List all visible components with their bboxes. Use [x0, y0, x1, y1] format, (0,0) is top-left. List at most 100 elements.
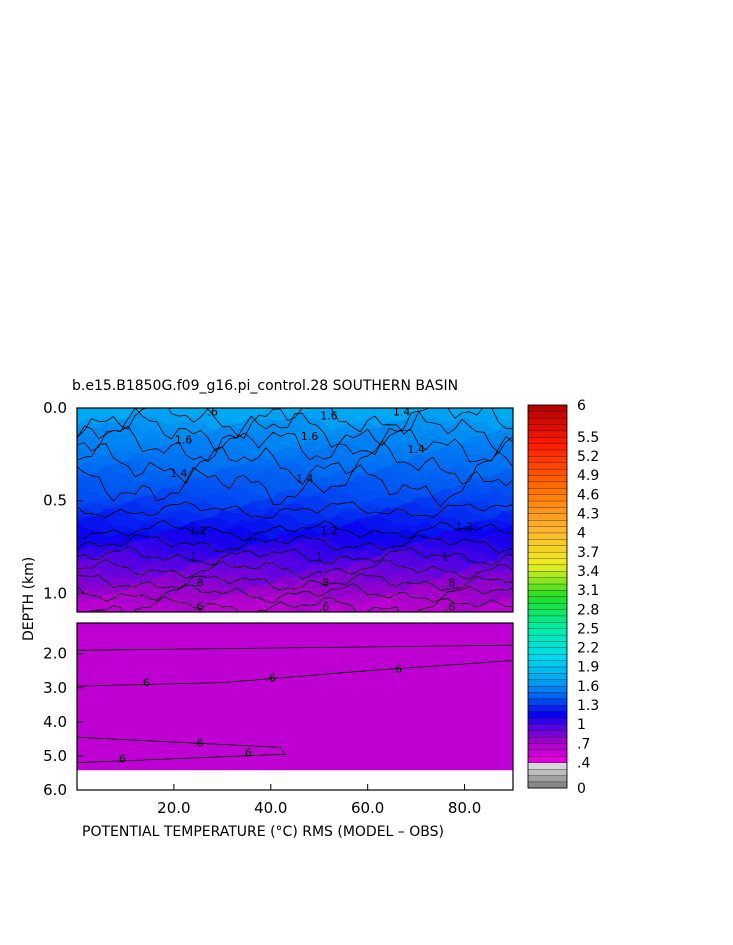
upper-band: [77, 408, 513, 432]
colorbar-swatch: [527, 411, 568, 419]
panel-frames: [76, 407, 514, 791]
colorbar-swatch: [527, 455, 568, 463]
upper-band: [77, 432, 513, 458]
colorbar-swatch: [527, 545, 568, 553]
x-tick-label: 60.0: [351, 799, 384, 817]
colorbar-swatch: [527, 526, 568, 534]
colorbar-swatch: [527, 564, 568, 572]
y-axis-title: DEPTH (km): [21, 557, 37, 641]
upper-band: [77, 411, 513, 438]
contour-line: [77, 546, 513, 566]
colorbar-swatch: [527, 423, 568, 431]
colorbar-swatch: [527, 609, 568, 617]
colorbar-swatch: [527, 589, 568, 597]
upper-band: [77, 520, 513, 547]
contour-line: [90, 596, 513, 612]
colorbar-swatch: [527, 468, 568, 476]
contour-label: 1.2: [189, 524, 207, 537]
colorbar-label: 1.3: [577, 698, 599, 714]
contour-label: 1.2: [456, 521, 474, 534]
colorbar-swatch: [527, 711, 568, 719]
colorbar-label: 5.5: [577, 430, 599, 446]
colorbar-swatch: [527, 481, 568, 489]
upper-band: [77, 570, 513, 596]
colorbar-swatch: [527, 494, 568, 502]
colorbar-swatch: [527, 781, 568, 789]
colorbar-swatch: [527, 596, 568, 604]
colorbar-label: 1.9: [577, 660, 599, 676]
colorbar-swatch: [527, 768, 568, 776]
y-tick-label: 6.0: [43, 781, 67, 799]
colorbar-label: 3.1: [577, 583, 599, 599]
contour-label: 1.6: [320, 409, 338, 422]
colorbar-swatch: [527, 730, 568, 738]
colorbar-swatch: [527, 506, 568, 514]
colorbar-swatch: [527, 717, 568, 725]
upper-band: [77, 590, 513, 612]
contour-label: 1: [316, 550, 323, 563]
colorbar-swatch: [527, 653, 568, 661]
colorbar-swatch: [527, 558, 568, 566]
contour-label: 1.4: [407, 443, 425, 456]
contour-label: .8: [193, 576, 204, 589]
upper-band: [77, 453, 513, 479]
upper-band: [77, 445, 513, 472]
colorbar-swatch: [527, 577, 568, 585]
colorbar-swatch: [527, 487, 568, 495]
chart-title: b.e15.B1850G.f09_g16.pi_control.28 SOUTH…: [72, 378, 458, 394]
colorbar-swatch: [527, 519, 568, 527]
y-tick-labels: 0.0 0.5 1.0 2.0 3.0 4.0 5.0 6.0: [43, 399, 83, 799]
contour-label: .6: [319, 600, 330, 613]
contour-line: [77, 573, 513, 592]
colorbar: [527, 404, 568, 789]
colorbar-label: 1: [577, 717, 586, 733]
colorbar-swatch: [527, 692, 568, 700]
colorbar-swatch: [527, 462, 568, 470]
contour-line: [77, 660, 513, 687]
lower-band: [77, 694, 513, 724]
colorbar-swatch: [527, 532, 568, 540]
colorbar-swatch: [527, 513, 568, 521]
contour-label: .6: [193, 736, 204, 749]
colorbar-swatch: [527, 724, 568, 732]
upper-panel: .6 1.6 1.41.6 1.61.41.4 1.41.2 1.2 1.21 1 1.8.8.…: [77, 408, 513, 613]
colorbar-swatch: [527, 666, 568, 674]
colorbar-label: .4: [577, 755, 590, 771]
upper-panel-frame: [76, 407, 514, 613]
colorbar-swatch: [527, 436, 568, 444]
colorbar-swatch: [527, 698, 568, 706]
contour-line: [77, 736, 287, 764]
colorbar-swatch: [527, 430, 568, 438]
colorbar-swatch: [527, 743, 568, 751]
contour-line: [77, 408, 513, 439]
contour-line: [77, 534, 513, 554]
colorbar-swatch: [527, 749, 568, 757]
y-tick-label: 1.0: [43, 584, 67, 602]
contour-label: 1.4: [296, 472, 314, 485]
x-tick-label: 40.0: [254, 799, 287, 817]
lower-band: [77, 623, 513, 650]
colorbar-swatch: [527, 583, 568, 591]
contour-label: .8: [319, 576, 330, 589]
x-axis-title: POTENTIAL TEMPERATURE (°C) RMS (MODEL – …: [82, 824, 444, 840]
contour-label: .6: [391, 663, 402, 676]
colorbar-swatch: [527, 551, 568, 559]
upper-band: [77, 420, 513, 446]
upper-band: [77, 474, 513, 501]
contour-label: .6: [445, 600, 456, 613]
contour-line: [77, 644, 513, 651]
colorbar-label: 4.9: [577, 468, 599, 484]
y-tick-label: 5.0: [43, 747, 67, 765]
x-tick-labels: 20.0 40.0 60.0 80.0: [157, 784, 481, 817]
colorbar-label: 2.2: [577, 641, 599, 657]
contour-label: 1.6: [175, 434, 193, 447]
contour-label: 1.6: [301, 430, 319, 443]
colorbar-swatch: [527, 475, 568, 483]
contour-label: 1: [442, 550, 449, 563]
contour-line: [77, 408, 513, 454]
colorbar-swatch: [527, 538, 568, 546]
x-tick-label: 20.0: [157, 799, 190, 817]
lower-band: [77, 645, 513, 674]
contour-line: [77, 501, 513, 519]
